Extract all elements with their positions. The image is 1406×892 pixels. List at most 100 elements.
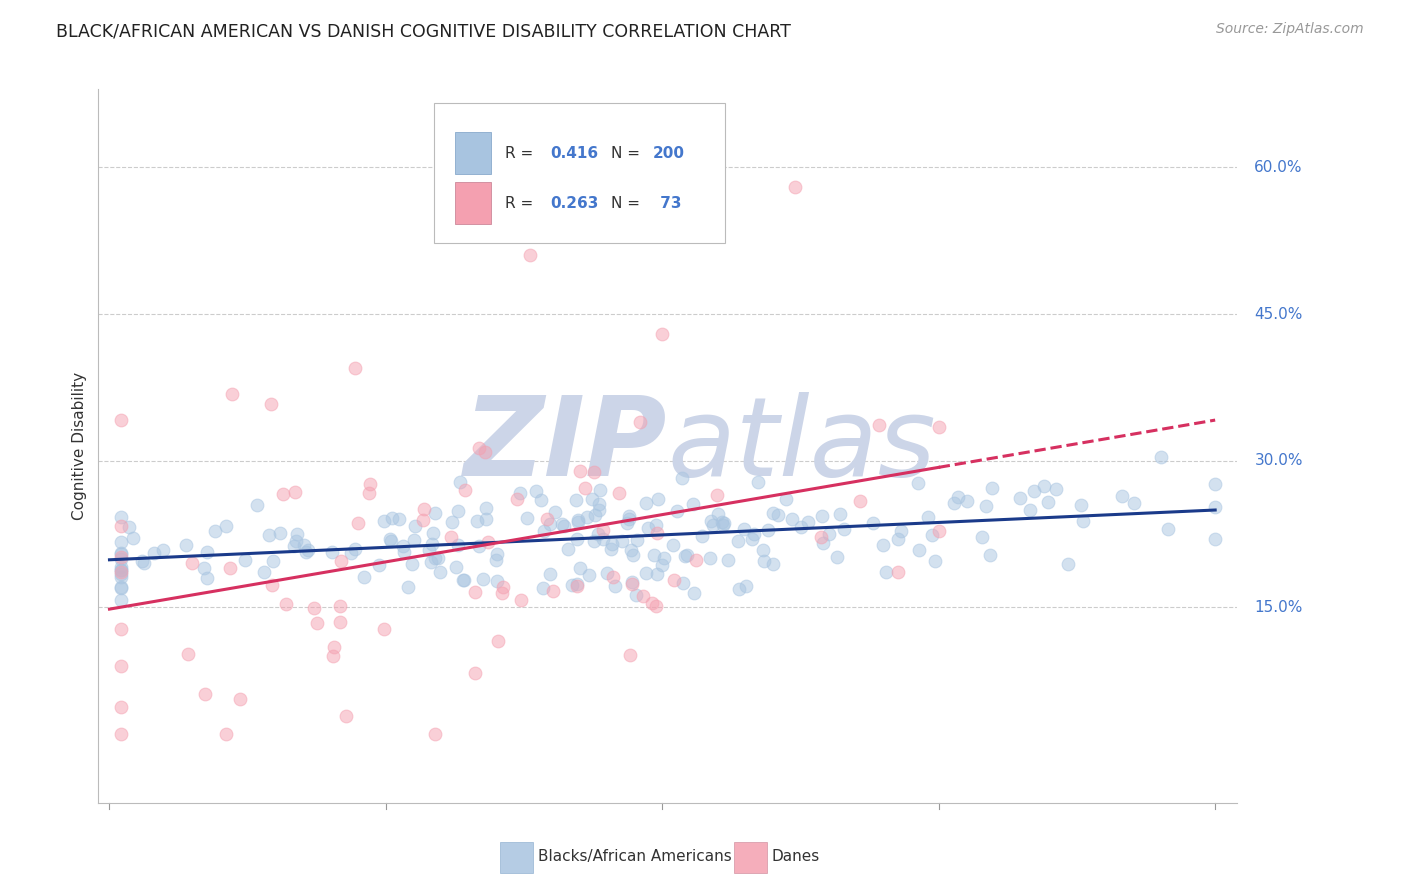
Danes (607, 486, 630, 500)
Blacks/African Americans (193, 561, 215, 575)
Danes (260, 397, 283, 411)
Blacks/African Americans (285, 526, 308, 541)
Danes (228, 691, 250, 706)
Blacks/African Americans (195, 571, 218, 585)
Blacks/African Americans (297, 542, 319, 557)
Blacks/African Americans (285, 534, 308, 549)
Blacks/African Americans (1150, 450, 1173, 464)
Blacks/African Americans (283, 539, 305, 553)
Blacks/African Americans (970, 530, 993, 544)
Blacks/African Americans (531, 581, 554, 595)
Blacks/African Americans (727, 534, 749, 549)
Danes (110, 566, 132, 580)
Blacks/African Americans (616, 516, 638, 530)
Blacks/African Americans (110, 552, 132, 566)
Blacks/African Americans (1204, 477, 1226, 491)
Blacks/African Americans (292, 538, 315, 552)
Danes (262, 578, 284, 592)
Blacks/African Americans (830, 508, 852, 522)
Blacks/African Americans (110, 580, 132, 594)
Blacks/African Americans (676, 548, 699, 562)
Text: 200: 200 (652, 146, 685, 161)
Blacks/African Americans (453, 573, 475, 587)
Danes (110, 412, 132, 426)
Danes (453, 483, 475, 498)
Danes (706, 487, 728, 501)
Blacks/African Americans (752, 554, 775, 568)
Blacks/African Americans (262, 554, 284, 568)
Blacks/African Americans (981, 481, 1004, 495)
Blacks/African Americans (710, 516, 733, 530)
Blacks/African Americans (645, 518, 668, 533)
Blacks/African Americans (544, 505, 567, 519)
Blacks/African Americans (735, 579, 758, 593)
Danes (645, 525, 668, 540)
Text: 15.0%: 15.0% (1254, 599, 1303, 615)
Blacks/African Americans (269, 526, 291, 541)
Danes (783, 180, 806, 194)
Blacks/African Americans (834, 522, 856, 536)
Blacks/African Americans (907, 543, 929, 558)
Danes (110, 519, 132, 533)
Blacks/African Americans (652, 551, 675, 566)
Blacks/African Americans (404, 518, 426, 533)
Blacks/African Americans (741, 532, 763, 546)
Danes (464, 584, 486, 599)
Danes (302, 601, 325, 615)
Blacks/African Americans (817, 526, 839, 541)
Blacks/African Americans (1111, 490, 1133, 504)
Blacks/African Americans (142, 546, 165, 560)
Blacks/African Americans (380, 534, 402, 549)
Blacks/African Americans (110, 534, 132, 549)
Blacks/African Americans (118, 520, 141, 534)
Danes (641, 597, 664, 611)
Blacks/African Americans (1071, 514, 1094, 528)
Danes (271, 487, 294, 501)
Danes (628, 415, 651, 429)
Blacks/African Americans (429, 565, 451, 579)
Danes (574, 482, 596, 496)
Blacks/African Americans (1024, 484, 1046, 499)
Text: N =: N = (610, 196, 645, 211)
Blacks/African Americans (682, 586, 704, 600)
Blacks/African Americans (797, 515, 820, 529)
Text: 0.263: 0.263 (551, 196, 599, 211)
Blacks/African Americans (583, 533, 606, 548)
Danes (633, 590, 655, 604)
Text: 45.0%: 45.0% (1254, 307, 1303, 321)
Blacks/African Americans (449, 475, 471, 489)
Blacks/African Americans (110, 570, 132, 584)
Blacks/African Americans (917, 509, 939, 524)
Blacks/African Americans (711, 517, 734, 532)
Blacks/African Americans (567, 532, 589, 546)
Danes (412, 513, 434, 527)
Blacks/African Americans (825, 549, 848, 564)
Blacks/African Americans (427, 551, 450, 566)
Danes (343, 361, 366, 376)
Blacks/African Americans (110, 560, 132, 574)
Blacks/African Americans (447, 503, 470, 517)
Blacks/African Americans (1045, 482, 1067, 496)
Blacks/African Americans (259, 528, 281, 542)
Blacks/African Americans (636, 496, 658, 510)
Danes (464, 665, 486, 680)
Blacks/African Americans (588, 497, 610, 511)
Blacks/African Americans (486, 574, 509, 588)
Blacks/African Americans (195, 545, 218, 559)
Blacks/African Americans (887, 532, 910, 546)
Blacks/African Americans (706, 507, 728, 521)
Danes (219, 561, 242, 575)
Blacks/African Americans (176, 538, 198, 552)
FancyBboxPatch shape (456, 182, 491, 225)
Blacks/African Americans (651, 558, 673, 572)
Blacks/African Americans (921, 528, 943, 542)
Danes (868, 417, 890, 432)
Danes (506, 491, 529, 506)
Blacks/African Americans (747, 475, 769, 490)
Blacks/African Americans (643, 549, 665, 563)
Danes (583, 465, 606, 479)
Blacks/African Americans (645, 567, 668, 582)
Blacks/African Americans (453, 573, 475, 587)
Blacks/African Americans (214, 518, 236, 533)
Blacks/African Americans (392, 545, 415, 559)
